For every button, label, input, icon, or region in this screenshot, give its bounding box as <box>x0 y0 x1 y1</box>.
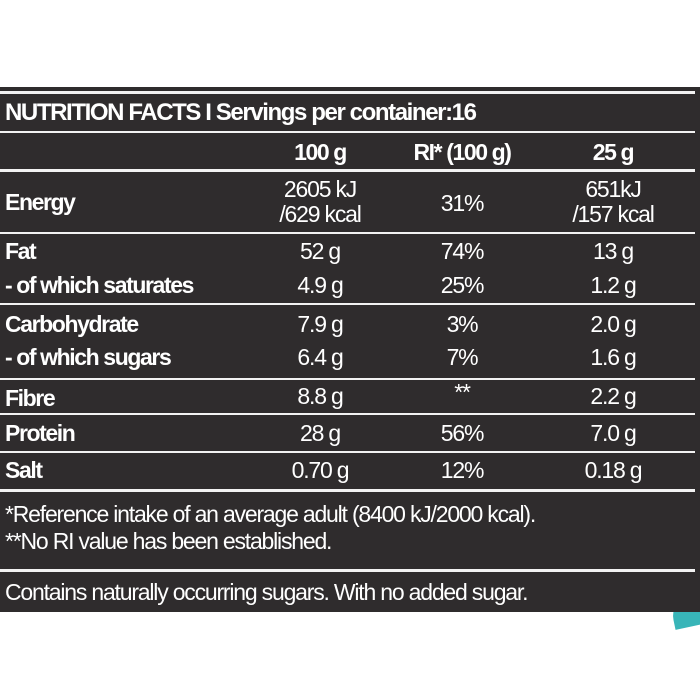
row-label-saturates: - of which saturates <box>5 272 194 298</box>
protein-100g: 28 g <box>300 420 341 446</box>
energy-25g-kcal: /157 kcal <box>572 201 654 227</box>
energy-100g-kcal: /629 kcal <box>279 201 361 227</box>
row-label-sugars: - of which sugars <box>5 344 172 370</box>
col-header-100g: 100 g <box>294 139 347 165</box>
divider <box>0 413 695 415</box>
energy-ri: 31% <box>440 190 485 216</box>
divider <box>0 451 695 453</box>
carbohydrate-100g: 7.9 g <box>297 311 343 337</box>
divider <box>0 131 695 133</box>
divider <box>0 91 695 94</box>
saturates-ri: 25% <box>440 272 485 298</box>
fibre-ri: ** <box>454 379 471 405</box>
footnote-ri: *Reference intake of an average adult (8… <box>5 501 536 527</box>
row-label-carbohydrate: Carbohydrate <box>5 311 139 337</box>
footnote-no-ri: **No RI value has been established. <box>5 528 332 554</box>
sugars-25g: 1.6 g <box>590 344 636 370</box>
col-header-ri: RI* (100 g) <box>413 139 511 165</box>
salt-ri: 12% <box>440 457 485 483</box>
fibre-100g: 8.8 g <box>297 383 343 409</box>
row-label-fibre: Fibre <box>5 385 56 411</box>
row-label-energy: Energy <box>5 189 76 215</box>
divider <box>0 232 695 234</box>
fat-100g: 52 g <box>300 238 341 264</box>
energy-25g-kj: 651kJ <box>585 176 642 202</box>
salt-25g: 0.18 g <box>584 457 643 483</box>
salt-100g: 0.70 g <box>291 457 350 483</box>
col-header-25g: 25 g <box>592 139 635 165</box>
row-label-protein: Protein <box>5 420 76 446</box>
sugars-100g: 6.4 g <box>297 344 343 370</box>
carbohydrate-25g: 2.0 g <box>590 311 636 337</box>
carbohydrate-ri: 3% <box>446 311 479 337</box>
nutrition-facts-panel: NUTRITION FACTS I Servings per container… <box>0 87 700 612</box>
fat-25g: 13 g <box>593 238 634 264</box>
sugar-note: Contains naturally occurring sugars. Wit… <box>5 579 528 605</box>
divider <box>0 489 695 492</box>
row-label-fat: Fat <box>5 238 37 264</box>
divider <box>0 303 695 305</box>
saturates-25g: 1.2 g <box>590 272 636 298</box>
sugars-ri: 7% <box>446 344 479 370</box>
fibre-25g: 2.2 g <box>590 383 636 409</box>
protein-ri: 56% <box>440 420 485 446</box>
panel-title: NUTRITION FACTS I Servings per container… <box>5 99 477 126</box>
energy-100g-kj: 2605 kJ <box>283 176 357 202</box>
row-label-salt: Salt <box>5 457 43 483</box>
divider <box>0 169 695 172</box>
fat-ri: 74% <box>440 238 485 264</box>
saturates-100g: 4.9 g <box>297 272 343 298</box>
protein-25g: 7.0 g <box>590 420 636 446</box>
divider <box>0 569 695 572</box>
divider <box>0 378 695 380</box>
